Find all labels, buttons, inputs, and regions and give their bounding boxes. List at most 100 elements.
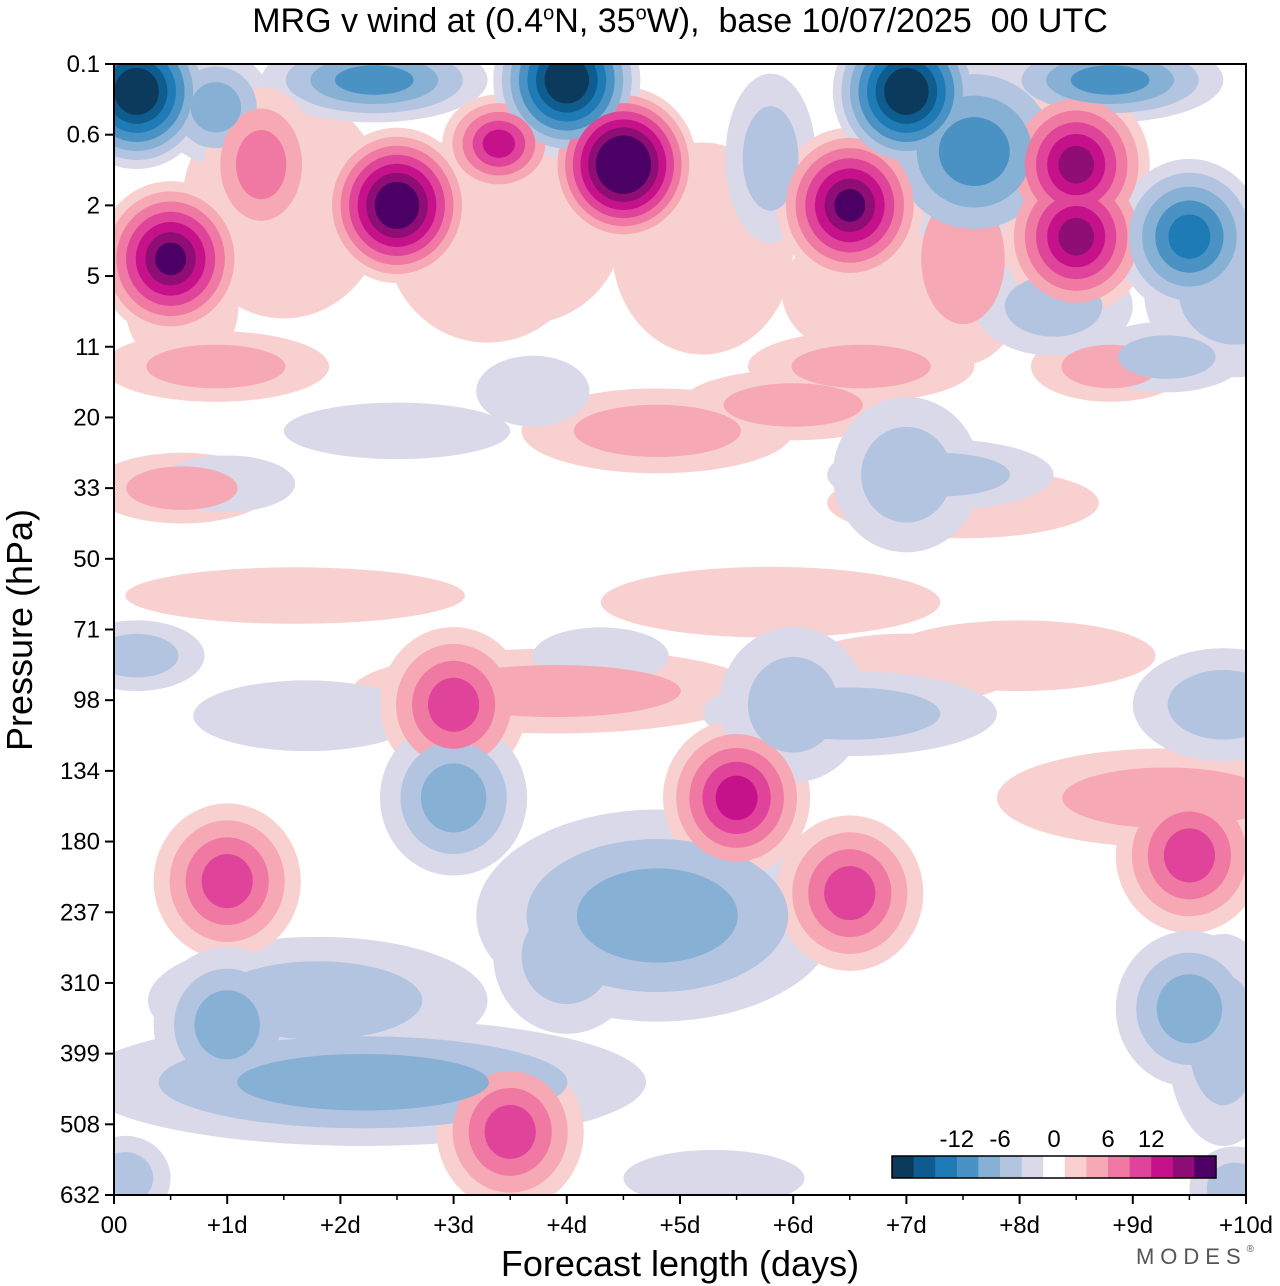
contour-region <box>114 633 179 678</box>
colorbar-swatch <box>935 1156 958 1178</box>
y-tick-label: 508 <box>60 1111 100 1138</box>
contour-region <box>122 76 151 106</box>
colorbar-label: -6 <box>989 1126 1010 1153</box>
contour-region <box>576 868 738 963</box>
colorbar-label: 6 <box>1101 1126 1114 1153</box>
y-tick-label: 50 <box>73 546 100 573</box>
colorbar-swatch <box>1021 1156 1044 1178</box>
y-tick-label: 20 <box>73 404 100 431</box>
colorbar-swatch <box>892 1156 915 1178</box>
y-tick-label: 134 <box>60 758 100 785</box>
y-tick-label: 2 <box>87 192 100 219</box>
y-axis-title: Pressure (hPa) <box>0 509 40 751</box>
contour-region <box>1163 828 1215 883</box>
modes-logo: MODES® <box>1135 1244 1254 1269</box>
contour-region <box>623 1149 805 1195</box>
y-tick-label: 0.1 <box>67 51 100 78</box>
x-tick-label: +5d <box>660 1212 701 1239</box>
y-tick-label: 180 <box>60 829 100 856</box>
x-tick-label: +2d <box>320 1212 361 1239</box>
contour-region <box>861 426 952 523</box>
colorbar-swatch <box>1043 1156 1066 1178</box>
contour-region <box>1058 217 1095 256</box>
colorbar-frame <box>891 1155 1217 1179</box>
colorbar-swatch <box>956 1156 979 1178</box>
contour-region <box>420 763 487 833</box>
contour-region <box>114 1152 154 1195</box>
contour-region <box>1058 145 1095 184</box>
chart-title: MRG v wind at (0.4oN, 35oW), base 10/07/… <box>252 2 1108 40</box>
contour-region <box>125 567 465 624</box>
contour-region <box>201 854 253 909</box>
colorbar-label: 0 <box>1047 1126 1060 1153</box>
colorbar: -12 -6 0 6 12 <box>891 1126 1217 1179</box>
colorbar-swatch <box>1000 1156 1023 1178</box>
contour-region <box>742 106 799 211</box>
contour-region <box>1168 214 1211 259</box>
contour-region <box>723 383 863 427</box>
x-axis: 00 +1d +2d +3d +4d +5d +6d +7d +8d +9d +10d <box>101 1195 1273 1239</box>
colorbar-swatch <box>978 1156 1001 1178</box>
contour-region <box>747 656 839 753</box>
y-tick-label: 33 <box>73 475 100 502</box>
contour-region <box>791 344 931 389</box>
contour-region <box>824 866 876 921</box>
contour-region <box>600 566 941 638</box>
contour-region <box>146 344 286 389</box>
contour-region <box>283 402 511 460</box>
x-tick-label: +9d <box>1112 1212 1153 1239</box>
contour-region <box>715 775 758 821</box>
colorbar-swatch <box>1108 1156 1131 1178</box>
x-tick-label: +4d <box>546 1212 587 1239</box>
x-axis-title: Forecast length (days) <box>501 1243 859 1284</box>
colorbar-swatch <box>1129 1156 1152 1178</box>
x-tick-label: +6d <box>773 1212 814 1239</box>
y-tick-label: 310 <box>60 970 100 997</box>
contour-region <box>428 677 480 732</box>
y-tick-label: 399 <box>60 1041 100 1068</box>
contour-region <box>573 404 741 457</box>
contour-region <box>484 1104 536 1159</box>
y-tick-label: 237 <box>60 899 100 926</box>
contour-region <box>1156 974 1223 1044</box>
y-tick-label: 11 <box>75 334 100 361</box>
y-tick-label: 5 <box>87 263 100 290</box>
contour-region <box>236 130 287 200</box>
colorbar-label: 12 <box>1138 1126 1165 1153</box>
colorbar-swatch <box>1064 1156 1087 1178</box>
contour-region <box>1167 669 1246 740</box>
y-tick-label: 71 <box>73 617 100 644</box>
x-tick-label: +1d <box>207 1212 248 1239</box>
contour-region <box>1117 335 1216 379</box>
contour-region <box>834 189 866 222</box>
colorbar-swatch <box>1151 1156 1174 1178</box>
contour-field <box>114 64 1246 1195</box>
x-tick-label: +7d <box>886 1212 927 1239</box>
x-tick-label: +8d <box>999 1212 1040 1239</box>
contour-region <box>611 151 636 178</box>
y-tick-label: 0.6 <box>67 122 100 149</box>
x-tick-label: 00 <box>101 1212 128 1239</box>
x-tick-label: +10d <box>1219 1212 1273 1239</box>
contour-region <box>938 117 1010 186</box>
contour-region <box>194 990 260 1060</box>
x-tick-label: +3d <box>433 1212 474 1239</box>
contour-region <box>892 76 921 106</box>
contour-region <box>553 65 581 95</box>
colorbar-swatch <box>913 1156 936 1178</box>
y-axis: 0.1 0.6 2 5 11 20 33 50 71 98 134 180 237 310 399 508 63… <box>60 51 114 1209</box>
y-tick-label: 98 <box>73 687 100 714</box>
colorbar-swatch <box>1172 1156 1195 1178</box>
contour-region <box>126 466 238 510</box>
contour-region <box>482 129 516 158</box>
colorbar-swatch <box>1194 1156 1217 1178</box>
colorbar-label: -12 <box>939 1126 974 1153</box>
y-tick-label: 632 <box>60 1182 100 1209</box>
contour-region <box>383 190 411 220</box>
contour-region <box>155 242 187 276</box>
contour-region <box>1070 65 1150 95</box>
contour-region <box>237 1053 489 1111</box>
colorbar-swatch <box>1086 1156 1109 1178</box>
contour-region <box>476 355 590 427</box>
